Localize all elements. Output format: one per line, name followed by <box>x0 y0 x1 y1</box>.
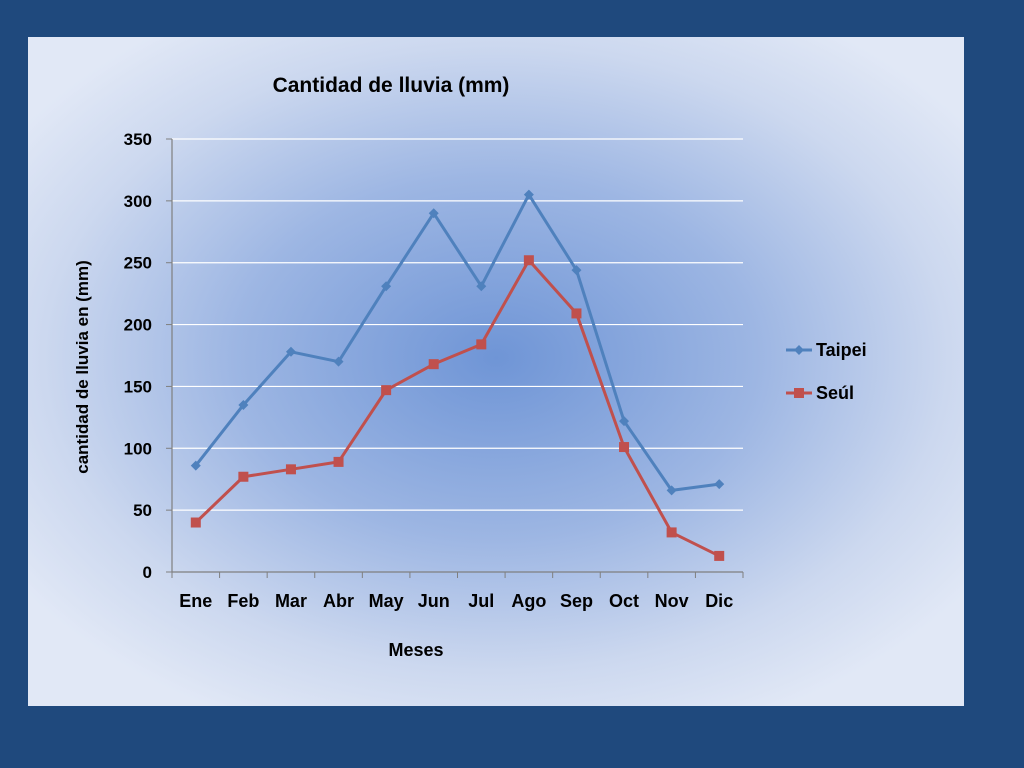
y-axis-title: cantidad de lluvia en (mm) <box>73 260 92 474</box>
gridlines <box>172 138 743 511</box>
legend-marker <box>794 345 804 355</box>
data-point-marker <box>428 208 439 219</box>
y-tick-label: 100 <box>124 439 152 458</box>
x-tick-label: Abr <box>323 591 354 611</box>
y-tick-label: 150 <box>124 377 152 396</box>
x-axis-title: Meses <box>388 640 443 660</box>
x-tick-label: May <box>369 591 404 611</box>
series-line <box>194 193 720 492</box>
legend-label: Taipei <box>816 340 867 360</box>
data-point-marker <box>285 346 296 357</box>
data-point-marker <box>381 281 392 292</box>
data-point-marker <box>666 527 677 538</box>
series-line <box>194 258 720 558</box>
data-point-marker <box>666 485 677 496</box>
data-point-marker <box>190 460 201 471</box>
y-tick-label: 0 <box>143 563 152 582</box>
data-point-marker <box>571 308 582 319</box>
data-point-marker <box>238 399 249 410</box>
x-tick-label: Ene <box>179 591 212 611</box>
data-point-marker <box>571 265 582 276</box>
legend-entry-0: Taipei <box>786 340 867 360</box>
data-point-marker <box>619 416 630 427</box>
legend-entry-1: Seúl <box>786 383 854 403</box>
y-tick-label: 250 <box>124 254 152 273</box>
series-0 <box>190 189 725 496</box>
x-tick-label: Ago <box>511 591 546 611</box>
chart-title: Cantidad de lluvia (mm) <box>273 74 510 97</box>
x-tick-label: Dic <box>705 591 733 611</box>
x-tick-label: Nov <box>655 591 689 611</box>
x-tick-label: Oct <box>609 591 639 611</box>
data-point-marker <box>381 385 392 396</box>
legend-label: Seúl <box>816 383 854 403</box>
y-tick-label: 50 <box>133 501 152 520</box>
x-tick-label: Feb <box>227 591 259 611</box>
x-tick-label: Mar <box>275 591 307 611</box>
x-tick-label: Jul <box>468 591 494 611</box>
y-tick-label: 350 <box>124 130 152 149</box>
data-point-marker <box>714 479 725 490</box>
data-point-marker <box>333 356 344 367</box>
axes <box>166 138 744 578</box>
data-point-marker <box>238 471 249 482</box>
x-tick-label: Sep <box>560 591 593 611</box>
data-point-marker <box>714 550 725 561</box>
data-point-marker <box>523 189 534 200</box>
series-1 <box>190 255 725 561</box>
data-point-marker <box>190 517 201 528</box>
data-point-marker <box>428 359 439 370</box>
data-point-marker <box>476 281 487 292</box>
data-point-marker <box>285 464 296 475</box>
data-point-marker <box>619 442 630 453</box>
data-point-marker <box>523 255 534 266</box>
axis-labels: 0 50 100 150 200 250 300 350 Ene Feb Mar Abr May Jun J… <box>124 130 734 611</box>
data-point-marker <box>476 339 487 350</box>
legend: Taipei Seúl <box>786 340 867 403</box>
chart-area <box>28 37 964 706</box>
series-lines <box>190 189 725 561</box>
legend-marker <box>794 388 804 398</box>
y-tick-label: 200 <box>124 316 152 335</box>
y-tick-label: 300 <box>124 192 152 211</box>
x-tick-label: Jun <box>418 591 450 611</box>
data-point-marker <box>333 456 344 467</box>
